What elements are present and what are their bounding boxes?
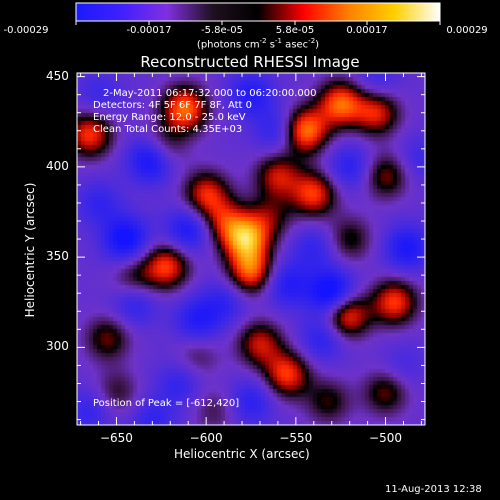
x-tick-label: −650: [99, 431, 133, 445]
observation-info: Detectors: 4F 5F 6F 7F 8F, Att 0 Energy …: [93, 100, 252, 136]
y-tick-label: 350: [46, 249, 69, 264]
x-tick-label: −500: [369, 431, 403, 445]
energy-range-text: Energy Range: 12.0 - 25.0 keV: [93, 112, 246, 123]
y-tick-label: 400: [46, 158, 69, 173]
heatmap-image: [77, 73, 425, 425]
plot-frame: [76, 72, 426, 426]
y-axis-label: Heliocentric Y (arcsec): [23, 182, 37, 318]
timestamp: 11-Aug-2013 12:38: [385, 484, 482, 495]
peak-position-text: Position of Peak = [-612,420]: [93, 398, 240, 409]
colorbar-tick-label: 0.00029: [446, 25, 488, 36]
chart-title: Reconstructed RHESSI Image: [140, 53, 360, 71]
observation-info: 2-May-2011 06:17:32.000 to 06:20:00.000: [103, 88, 316, 100]
colorbar-tick-label: -0.00017: [126, 25, 172, 36]
colorbar-tick-label: 5.8e-05: [275, 25, 315, 36]
clean-counts-text: Clean Total Counts: 4.35E+03: [93, 124, 243, 135]
colorbar-tick-label: 0.00017: [346, 25, 388, 36]
peak-marker: [182, 128, 187, 133]
time-range-text: 2-May-2011 06:17:32.000 to 06:20:00.000: [103, 88, 317, 99]
detectors-text: Detectors: 4F 5F 6F 7F 8F, Att 0: [93, 100, 253, 111]
y-tick-label: 450: [46, 68, 69, 83]
colorbar-units: (photons cm-2 s-1 asec-2): [196, 37, 320, 51]
colorbar-tick-label: -0.00029: [3, 25, 49, 36]
x-axis-label: Heliocentric X (arcsec): [174, 447, 310, 461]
x-tick-label: −550: [279, 431, 313, 445]
colorbar-tick-label: -5.8e-05: [201, 25, 243, 36]
y-tick-label: 300: [46, 339, 69, 354]
colorbar-gradient: [75, 2, 441, 22]
x-tick-label: −600: [189, 431, 223, 445]
